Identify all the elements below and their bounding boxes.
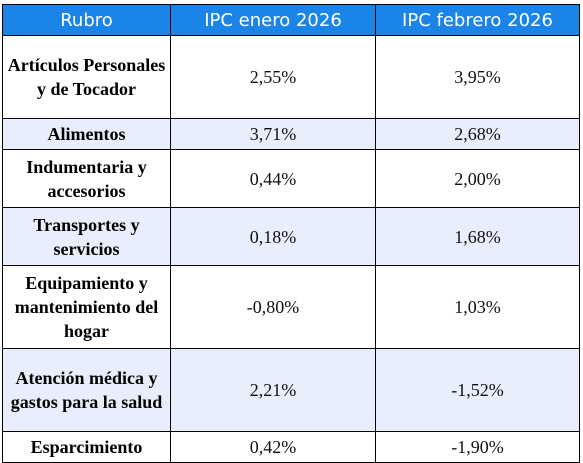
ipc-enero-cell: 2,55% <box>170 35 376 119</box>
ipc-febrero-cell: 1,03% <box>375 265 580 349</box>
ipc-enero-cell: 3,71% <box>170 118 376 150</box>
rubro-cell: Artículos Personales y de Tocador <box>2 35 171 119</box>
ipc-febrero-cell: 2,00% <box>375 149 580 208</box>
ipc-enero-cell: 0,42% <box>170 431 376 463</box>
table-row: Equipamiento y mantenimiento del hogar -… <box>2 265 580 349</box>
table-header: Rubro IPC enero 2026 IPC febrero 2026 <box>2 4 580 36</box>
table-row: Indumentaria y accesorios 0,44% 2,00% <box>2 149 580 208</box>
ipc-febrero-cell: 1,68% <box>375 207 580 266</box>
header-rubro: Rubro <box>2 4 171 36</box>
ipc-febrero-cell: -1,52% <box>375 348 580 432</box>
header-ipc-febrero: IPC febrero 2026 <box>375 4 580 36</box>
ipc-enero-cell: 2,21% <box>170 348 376 432</box>
ipc-enero-cell: 0,44% <box>170 149 376 208</box>
rubro-cell: Esparcimiento <box>2 431 171 463</box>
table-body: Artículos Personales y de Tocador 2,55% … <box>2 35 580 463</box>
rubro-cell: Equipamiento y mantenimiento del hogar <box>2 265 171 349</box>
rubro-cell: Transportes y servicios <box>2 207 171 266</box>
table-row: Atención médica y gastos para la salud 2… <box>2 348 580 432</box>
ipc-febrero-cell: 2,68% <box>375 118 580 150</box>
ipc-febrero-cell: 3,95% <box>375 35 580 119</box>
rubro-cell: Alimentos <box>2 118 171 150</box>
table-row: Alimentos 3,71% 2,68% <box>2 118 580 150</box>
ipc-enero-cell: -0,80% <box>170 265 376 349</box>
rubro-cell: Atención médica y gastos para la salud <box>2 348 171 432</box>
table-row: Esparcimiento 0,42% -1,90% <box>2 431 580 463</box>
table-row: Artículos Personales y de Tocador 2,55% … <box>2 35 580 119</box>
ipc-enero-cell: 0,18% <box>170 207 376 266</box>
table-row: Transportes y servicios 0,18% 1,68% <box>2 207 580 266</box>
header-ipc-enero: IPC enero 2026 <box>170 4 376 36</box>
rubro-cell: Indumentaria y accesorios <box>2 149 171 208</box>
header-row: Rubro IPC enero 2026 IPC febrero 2026 <box>2 4 580 36</box>
ipc-table: Rubro IPC enero 2026 IPC febrero 2026 Ar… <box>2 4 580 463</box>
ipc-febrero-cell: -1,90% <box>375 431 580 463</box>
